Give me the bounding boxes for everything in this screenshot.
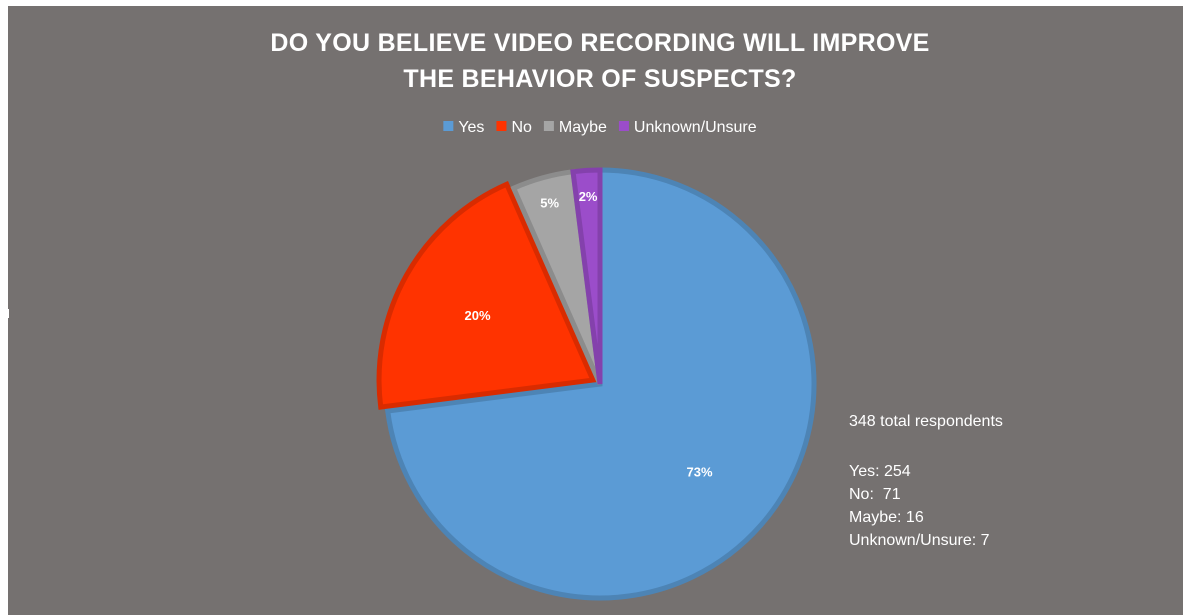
edge-marker	[3, 309, 9, 318]
pie-chart: DO YOU BELIEVE VIDEO RECORDING WILL IMPR…	[270, 29, 1003, 601]
legend-item-maybe: Maybe	[543, 119, 607, 136]
data-label-unknown-unsure: 2%	[579, 189, 598, 204]
note-line-5: Maybe: 16	[849, 509, 924, 526]
chart-title: DO YOU BELIEVE VIDEO RECORDING WILL IMPR…	[270, 29, 929, 93]
chart-title-line-1: DO YOU BELIEVE VIDEO RECORDING WILL IMPR…	[270, 29, 929, 57]
note-line-4: No: 71	[849, 486, 901, 503]
data-label-yes: 73%	[687, 465, 713, 480]
pie-slice-no	[376, 180, 597, 410]
legend-label-unknown-unsure: Unknown/Unsure	[634, 119, 757, 136]
data-label-maybe: 5%	[540, 196, 559, 211]
legend-item-no: No	[496, 119, 532, 136]
pie-data-labels: 73% 20% 5% 2%	[465, 189, 713, 480]
legend-swatch-yes	[443, 121, 454, 131]
legend-item-yes: Yes	[443, 119, 484, 136]
note-line-6: Unknown/Unsure: 7	[849, 532, 990, 549]
legend-swatch-unknown-unsure	[618, 121, 629, 131]
chart-legend: Yes No Maybe Unknown/Unsure	[443, 119, 757, 136]
legend-swatch-maybe	[543, 121, 554, 131]
note-line-1: 348 total respondents	[849, 413, 1003, 430]
legend-label-maybe: Maybe	[559, 119, 607, 136]
respondent-notes: 348 total respondents Yes: 254 No: 71 Maybe…	[849, 413, 1003, 549]
legend-swatch-no	[496, 121, 507, 131]
pie-slice-unknown-unsure	[570, 167, 603, 385]
legend-label-yes: Yes	[458, 119, 484, 136]
pie-slices	[376, 167, 817, 601]
chart-title-line-2: THE BEHAVIOR OF SUSPECTS?	[403, 65, 796, 93]
data-label-no: 20%	[465, 308, 491, 323]
note-line-3: Yes: 254	[849, 463, 911, 480]
legend-item-unknown-unsure: Unknown/Unsure	[618, 119, 757, 136]
chart-area: DO YOU BELIEVE VIDEO RECORDING WILL IMPR…	[8, 6, 1183, 615]
legend-label-no: No	[511, 119, 532, 136]
